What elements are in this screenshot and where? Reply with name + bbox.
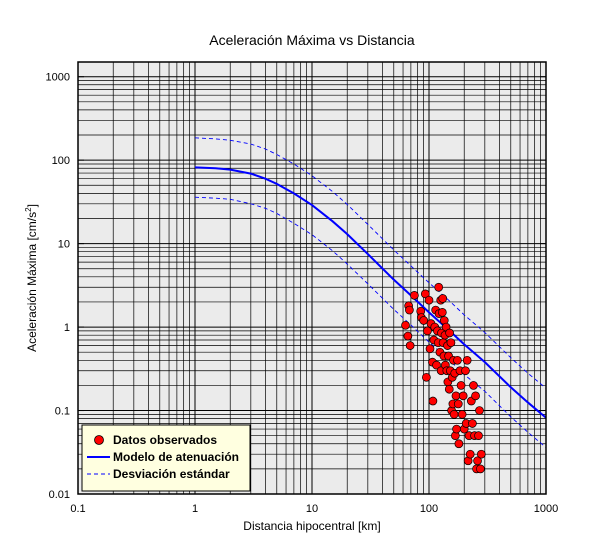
- attenuation-model-line: [194, 166, 547, 419]
- data-point: [453, 399, 463, 409]
- y-axis-label: Aceleración Máxima [cm/s2]: [24, 204, 39, 352]
- data-point: [444, 384, 454, 394]
- data-point: [465, 449, 475, 459]
- data-point: [476, 464, 485, 474]
- data-point: [401, 320, 410, 330]
- data-point: [476, 449, 486, 459]
- data-point: [428, 396, 438, 406]
- y-axis-label-sup: 2: [24, 207, 33, 212]
- legend-observed-label: Datos observados: [113, 433, 217, 447]
- data-point: [420, 289, 430, 299]
- x-tick-label: 10: [306, 503, 318, 515]
- x-tick-labels: 0.1 1 10 100 1000: [70, 503, 558, 515]
- data-point: [452, 424, 461, 434]
- deviation-upper-line: [194, 137, 547, 389]
- plot-area: [77, 61, 547, 495]
- data-point: [410, 291, 419, 300]
- data-point: [445, 328, 454, 338]
- data-point: [419, 316, 428, 325]
- data-point: [405, 305, 414, 315]
- data-point: [461, 366, 470, 376]
- data-point: [468, 419, 477, 428]
- data-point: [451, 391, 461, 401]
- y-tick-label: 1000: [46, 72, 70, 84]
- y-tick-label: 0.01: [49, 489, 70, 501]
- model-line: [194, 166, 547, 419]
- legend-deviation-label: Desviación estándar: [113, 467, 230, 481]
- data-point: [474, 431, 483, 441]
- data-point: [432, 360, 441, 370]
- data-point: [422, 372, 431, 382]
- observed-points: [401, 282, 486, 474]
- legend-observed-marker: [94, 435, 104, 445]
- x-axis-label: Distancia hipocentral [km]: [243, 519, 380, 533]
- legend-model-label: Modelo de atenuación: [113, 450, 239, 464]
- data-point: [446, 338, 456, 348]
- data-point: [403, 331, 413, 341]
- deviation-lower-line: [194, 196, 547, 448]
- data-point: [453, 355, 462, 365]
- data-point: [454, 439, 464, 449]
- data-point: [425, 344, 435, 354]
- data-point: [458, 391, 468, 401]
- x-tick-label: 100: [420, 503, 438, 515]
- y-tick-labels: 0.01 0.1 1 10 100 1000: [46, 72, 70, 501]
- y-tick-label: 100: [52, 155, 70, 167]
- data-point: [424, 295, 434, 305]
- data-point: [475, 406, 484, 415]
- data-point: [456, 381, 466, 390]
- y-axis-label-main: Aceleración Máxima [cm/s: [25, 212, 39, 352]
- data-point: [462, 355, 472, 365]
- axis-ticks: [77, 62, 547, 495]
- y-axis-label-end: ]: [25, 204, 39, 207]
- data-point: [469, 381, 478, 390]
- data-point: [438, 294, 448, 303]
- data-point: [434, 282, 444, 292]
- y-tick-label: 10: [58, 239, 70, 251]
- data-point: [457, 410, 467, 419]
- data-point: [449, 410, 459, 419]
- deviation-band: [194, 137, 547, 448]
- legend: Datos observados Modelo de atenuación De…: [81, 424, 251, 492]
- x-tick-label: 0.1: [70, 503, 85, 515]
- y-tick-label: 0.1: [55, 406, 70, 418]
- x-tick-label: 1000: [534, 503, 558, 515]
- grid-lines: [77, 62, 546, 495]
- chart-title: Aceleración Máxima vs Distancia: [209, 32, 415, 48]
- x-tick-label: 1: [192, 503, 198, 515]
- data-point: [437, 308, 447, 317]
- data-point: [471, 391, 480, 401]
- data-point: [423, 326, 432, 336]
- data-point: [473, 456, 482, 466]
- y-tick-label: 1: [64, 322, 70, 334]
- data-point: [405, 341, 415, 350]
